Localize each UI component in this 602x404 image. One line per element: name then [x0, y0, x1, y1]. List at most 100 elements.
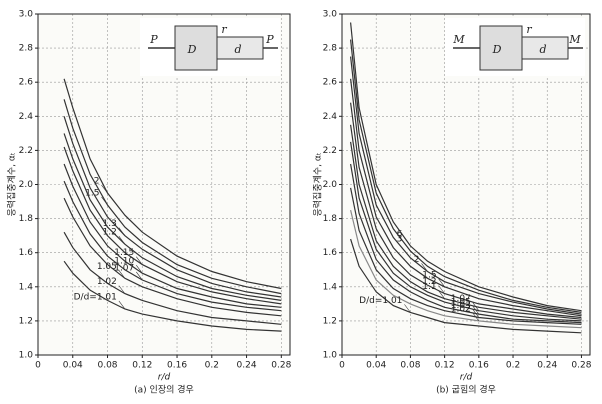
curve-label: 1.05: [451, 298, 471, 308]
curve-label: 1.02: [97, 277, 117, 287]
y-tick-label: 2.6: [19, 78, 34, 88]
leader: [438, 290, 445, 299]
curve-label: 1.07: [114, 263, 134, 273]
y-axis-title: 응력집중계수, αₜ: [6, 152, 18, 216]
x-tick-label: 0.16: [167, 361, 187, 371]
x-tick-label: 0.16: [469, 361, 489, 371]
curve: [350, 102, 582, 319]
chart-caption: (b) 굽힘의 경우: [436, 384, 496, 396]
leader: [438, 278, 445, 287]
curve: [350, 56, 582, 315]
leader: [118, 227, 126, 236]
curve: [63, 133, 282, 301]
y-tick-label: 2.4: [19, 112, 34, 122]
inset-label: P: [265, 33, 274, 46]
y-tick-label: 2.0: [19, 180, 34, 190]
curve-label: 2: [414, 255, 420, 265]
x-tick-label: 0.08: [97, 361, 117, 371]
y-tick-label: 3.0: [19, 10, 34, 20]
curve: [350, 209, 582, 329]
y-tick-label: 1.8: [19, 214, 34, 224]
y-tick-label: 2.6: [323, 78, 338, 88]
y-tick-label: 1.6: [19, 248, 34, 258]
x-tick-label: 0.24: [537, 361, 557, 371]
axis-frame: [37, 13, 291, 356]
inset-label: d: [539, 43, 546, 56]
curve-label: 1.02: [451, 304, 471, 314]
curve: [63, 116, 282, 298]
inset-label: P: [149, 33, 158, 46]
leader: [404, 237, 411, 247]
y-tick-label: 1.2: [19, 316, 33, 326]
y-tick-label: 2.4: [323, 112, 338, 122]
y-tick-label: 2.0: [323, 180, 338, 190]
leader: [136, 264, 143, 274]
y-tick-label: 2.2: [323, 146, 337, 156]
x-tick-label: 0.04: [366, 361, 386, 371]
curve: [350, 78, 582, 317]
curve-label: 1.2: [103, 228, 117, 238]
curve-label: D/d=1.01: [74, 292, 117, 302]
curve-label: 1.10: [114, 257, 134, 267]
y-tick-label: 3.0: [323, 10, 338, 20]
leader: [136, 271, 143, 281]
y-tick-label: 1.2: [323, 316, 337, 326]
curve: [350, 124, 582, 320]
curve-label: 3: [397, 234, 403, 244]
curve-label: 1.2: [422, 277, 436, 287]
axis-frame: [341, 13, 591, 356]
leader: [472, 312, 480, 322]
x-tick-label: 0.24: [237, 361, 257, 371]
y-axis-title: 응력집중계수, αₜ: [312, 152, 324, 216]
curve-label: D/d=1.01: [359, 296, 402, 306]
y-tick-label: 2.8: [323, 44, 338, 54]
x-tick-label: 0.12: [435, 361, 455, 371]
x-tick-label: 0: [339, 361, 345, 371]
leader: [438, 285, 445, 294]
y-tick-label: 1.0: [19, 351, 34, 361]
curve: [63, 197, 282, 317]
leader: [136, 256, 143, 265]
y-tick-label: 1.4: [19, 282, 34, 292]
curve: [63, 260, 282, 332]
y-tick-label: 1.0: [323, 351, 338, 361]
inset-label: r: [221, 23, 227, 36]
inset-label: r: [526, 23, 532, 36]
inset-label: M: [452, 33, 465, 46]
curve-label: 1.1: [422, 282, 436, 292]
x-tick-label: 0.2: [506, 361, 520, 371]
y-tick-label: 1.6: [323, 248, 338, 258]
curve: [350, 187, 582, 325]
y-tick-label: 1.8: [323, 214, 338, 224]
curve: [350, 141, 582, 322]
curve: [63, 231, 282, 325]
inset-label: M: [568, 33, 581, 46]
curve-label: 2: [94, 177, 100, 187]
leader: [421, 263, 428, 272]
curve-label: 6: [397, 229, 403, 239]
inset-label: d: [234, 43, 241, 56]
leader: [118, 270, 126, 279]
curve: [63, 99, 282, 295]
x-tick-label: 0.08: [400, 361, 420, 371]
x-tick-label: 0.2: [205, 361, 219, 371]
x-tick-label: 0.12: [132, 361, 152, 371]
inset: P Drd P: [140, 18, 280, 76]
curve-label: 1.05: [97, 262, 117, 272]
y-tick-label: 1.4: [323, 282, 338, 292]
leader: [101, 184, 108, 194]
leader: [472, 309, 480, 318]
leader: [404, 304, 411, 313]
curve: [63, 146, 282, 305]
chart-caption: (a) 인장의 경우: [134, 384, 194, 396]
inset-label: D: [492, 43, 502, 56]
curve: [350, 39, 582, 313]
leader: [101, 196, 108, 206]
x-axis-title: r/d: [158, 373, 171, 383]
curve: [63, 180, 282, 312]
leader: [472, 302, 480, 311]
x-tick-label: 0.28: [271, 361, 291, 371]
y-tick-label: 2.8: [19, 44, 34, 54]
x-axis-title: r/d: [460, 373, 473, 383]
